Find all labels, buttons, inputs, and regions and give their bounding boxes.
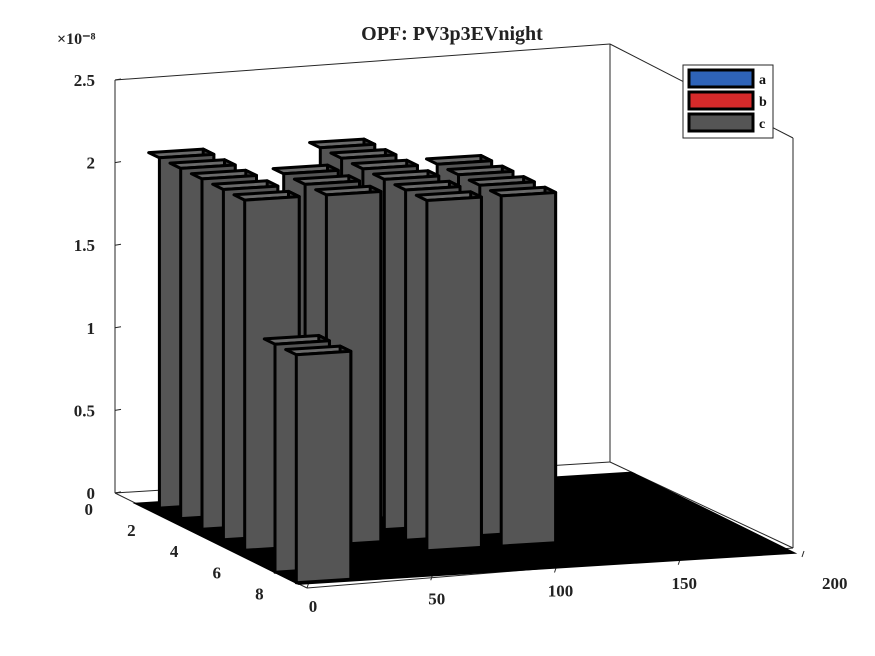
legend-label: a: [759, 73, 766, 88]
z-tick-mark: [114, 326, 122, 329]
legend-swatch: [687, 112, 755, 133]
back-wall-top-edge: [114, 43, 611, 81]
y-tick-label: 4: [170, 542, 179, 561]
bar-panel: [284, 344, 353, 585]
y-tick-label: 8: [255, 584, 264, 603]
y-tick-label: 0: [85, 500, 94, 519]
z-tick-label: 0.5: [74, 401, 95, 420]
z-tick-mark: [114, 243, 122, 246]
bar-panel: [489, 185, 558, 548]
y-tick-label: 2: [127, 521, 136, 540]
bar-group: [132, 137, 798, 585]
legend-label: b: [759, 95, 767, 110]
x-tick-label: 50: [428, 589, 445, 608]
y-tick-label: 6: [213, 563, 222, 582]
z-tick-label: 0: [87, 484, 96, 503]
legend: abc: [682, 64, 774, 139]
x-tick-label: 150: [672, 574, 698, 593]
legend-swatch: [687, 90, 755, 111]
z-exponent-label: ×10⁻⁸: [57, 31, 96, 48]
z-axis-ticks: 0 0.5 1 1.5 2 2.5: [74, 71, 122, 503]
y-tick-mark: [114, 491, 122, 494]
x-tick-label: 0: [309, 597, 318, 616]
chart-title: OPF: PV3p3EVnight: [361, 23, 543, 45]
x-tick-label: 200: [822, 574, 848, 593]
z-tick-mark: [114, 408, 122, 411]
x-tick-mark: [801, 550, 805, 558]
z-tick-label: 2: [87, 154, 96, 173]
z-tick-label: 2.5: [74, 71, 95, 90]
z-tick-mark: [114, 78, 122, 81]
legend-swatch: [687, 68, 755, 89]
z-tick-label: 1: [87, 319, 96, 338]
z-tick-mark: [114, 161, 122, 164]
legend-label: c: [759, 117, 765, 132]
x-tick-label: 100: [548, 582, 574, 601]
z-tick-label: 1.5: [74, 236, 95, 255]
bar-panel: [414, 190, 483, 553]
x-axis-ticks: 0 50 100 150 200: [306, 550, 848, 616]
